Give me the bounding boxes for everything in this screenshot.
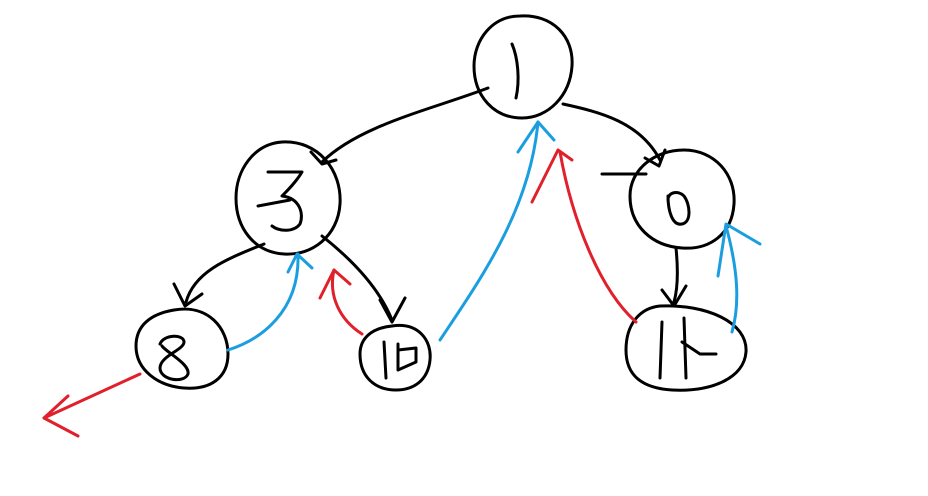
node-3 (234, 140, 342, 256)
blue-arrow-8-to-3 (226, 252, 314, 352)
blue-arrow-10-to-1 (438, 120, 556, 342)
tree-edge-1-3 (309, 86, 490, 166)
node-1-glyph (510, 42, 520, 100)
blue-arrow-14-to-6 (716, 222, 762, 334)
node-10 (358, 323, 432, 392)
node-6 (628, 148, 736, 250)
node-14 (624, 304, 748, 392)
tree-edge-1-6 (561, 102, 667, 168)
node-3-glyph (256, 170, 304, 232)
red-arrow-10-to-3 (318, 268, 364, 336)
node-8 (134, 307, 230, 390)
node-1 (472, 14, 574, 120)
node-10-glyph (382, 340, 418, 380)
tree-edge-6-14 (660, 246, 688, 308)
node-6-glyph (666, 191, 691, 226)
tree-edge-3-8 (172, 242, 266, 308)
tree-edge-3-10 (320, 234, 407, 324)
red-arrow-8-to-outside (42, 372, 142, 438)
node-8-glyph (158, 334, 190, 382)
node-14-glyph (658, 316, 718, 380)
red-arrow-14-to-1 (530, 148, 638, 324)
